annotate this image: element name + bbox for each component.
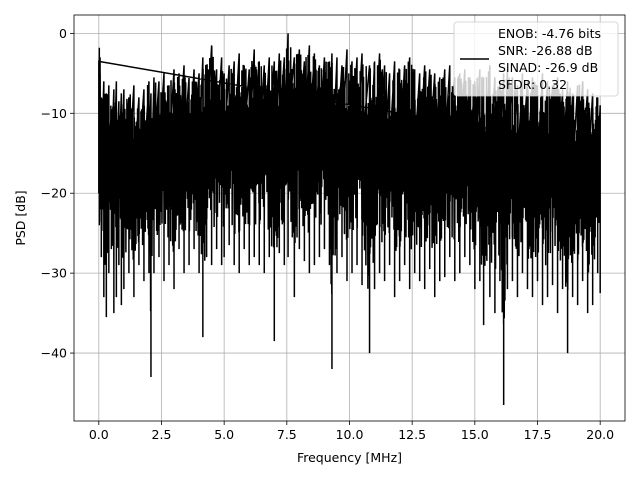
y-axis-label: PSD [dB] bbox=[13, 190, 28, 245]
legend-sinad: SINAD: -26.9 dB bbox=[498, 60, 598, 75]
x-tick-label: 12.5 bbox=[398, 427, 426, 442]
psd-series-line bbox=[98, 33, 601, 406]
psd-trace-group bbox=[98, 33, 601, 406]
legend: ENOB: -4.76 bits SNR: -26.88 dB SINAD: -… bbox=[453, 21, 619, 97]
x-tick-label: 10.0 bbox=[336, 427, 364, 442]
legend-sfdr: SFDR: 0.32 bbox=[498, 77, 567, 92]
x-tick-label: 17.5 bbox=[524, 427, 552, 442]
y-tick-label: −40 bbox=[41, 346, 67, 361]
x-tick-label: 7.5 bbox=[277, 427, 297, 442]
y-tick-label: −20 bbox=[41, 186, 67, 201]
x-axis-ticks: 0.0 2.5 5.0 7.5 10.0 12.5 15.0 17.5 20.0 bbox=[89, 421, 614, 442]
y-axis-ticks: 0 −10 −20 −30 −40 bbox=[41, 26, 74, 361]
x-tick-label: 15.0 bbox=[461, 427, 489, 442]
legend-enob: ENOB: -4.76 bits bbox=[498, 26, 601, 41]
x-axis-label: Frequency [MHz] bbox=[297, 450, 402, 465]
legend-snr: SNR: -26.88 dB bbox=[498, 43, 593, 58]
x-tick-label: 2.5 bbox=[152, 427, 172, 442]
x-tick-label: 5.0 bbox=[214, 427, 234, 442]
y-tick-label: −10 bbox=[41, 106, 67, 121]
y-tick-label: −30 bbox=[41, 266, 67, 281]
x-tick-label: 20.0 bbox=[586, 427, 614, 442]
x-tick-label: 0.0 bbox=[89, 427, 109, 442]
legend-box bbox=[453, 21, 619, 97]
y-tick-label: 0 bbox=[59, 26, 67, 41]
